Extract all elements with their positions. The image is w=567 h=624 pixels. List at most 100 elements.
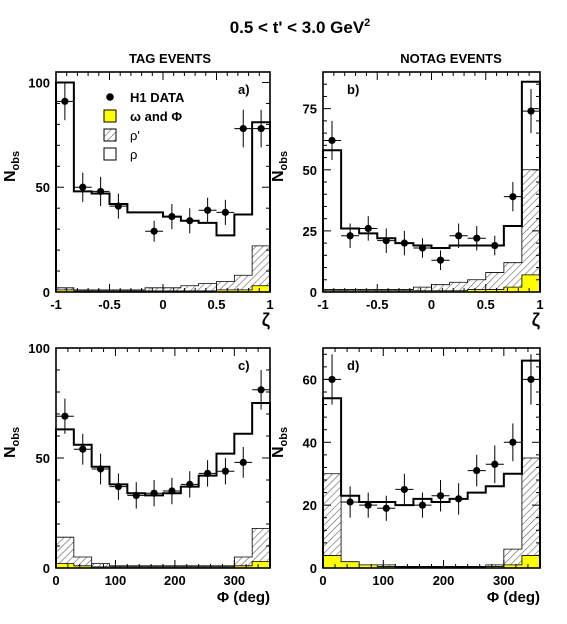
data-marker — [221, 467, 230, 475]
data-marker — [473, 234, 481, 242]
data-point — [109, 473, 128, 500]
y-axis-label: Nobs — [2, 151, 22, 182]
legend-omega-phi-swatch — [103, 109, 117, 123]
data-point — [323, 354, 342, 405]
data-point — [73, 433, 92, 465]
y-tick-label: 40 — [303, 435, 317, 450]
rho-prime-histogram — [322, 169, 541, 293]
x-tick-label: 0.5 — [207, 297, 225, 312]
y-tick-label: 0 — [43, 285, 50, 300]
data-point — [145, 220, 164, 242]
data-point — [163, 477, 181, 505]
data-point — [234, 109, 253, 148]
x-tick-label: -0.5 — [366, 297, 388, 312]
data-point — [395, 473, 414, 506]
x-tick-label: 300 — [223, 573, 245, 588]
data-point — [322, 120, 342, 160]
legend: H1 DATA ω and Φ ρ' ρ — [103, 90, 185, 162]
data-point — [91, 176, 110, 207]
data-point — [413, 238, 432, 258]
data-marker — [96, 465, 105, 473]
data-marker — [527, 375, 535, 384]
y-axis-label: Nobs — [270, 151, 290, 182]
data-marker — [382, 237, 390, 245]
legend-rho-prime-swatch — [103, 128, 117, 142]
y-tick-label: 100 — [28, 341, 50, 356]
legend-rho-prime-label: ρ' — [130, 128, 140, 143]
data-marker — [150, 227, 158, 235]
data-marker — [79, 445, 87, 453]
column-title-tag: TAG EVENTS — [129, 51, 211, 66]
data-marker — [491, 460, 499, 468]
column-title-notag: NOTAG EVENTS — [400, 51, 502, 66]
legend-data-marker — [106, 93, 114, 101]
x-axis-label: ζ — [532, 310, 540, 331]
data-point — [341, 223, 360, 248]
data-marker — [382, 504, 390, 512]
y-axis-label: Nobs — [2, 427, 22, 458]
legend-rho-label: ρ — [130, 147, 137, 162]
data-point — [216, 199, 235, 225]
y-tick-label: 20 — [303, 498, 317, 513]
data-point — [449, 483, 468, 515]
data-point — [377, 495, 396, 521]
rho-prime-histogram — [55, 245, 271, 293]
data-point — [485, 445, 504, 484]
x-tick-label: -1 — [50, 297, 62, 312]
data-point — [359, 216, 378, 241]
data-point — [449, 223, 468, 248]
data-point — [145, 480, 163, 507]
panel-label: c) — [238, 358, 250, 373]
data-marker — [328, 136, 336, 145]
data-point — [252, 370, 270, 410]
legend-rho-swatch — [103, 147, 117, 161]
data-marker — [204, 206, 212, 214]
legend-data-label: H1 DATA — [130, 90, 185, 105]
y-tick-label: 100 — [28, 75, 50, 90]
data-marker — [527, 107, 535, 115]
data-point — [467, 226, 486, 251]
panel-1: -1 -0.5 0 0.5 1 0 50 100 Nobs ζ a) — [2, 71, 274, 331]
data-marker — [418, 244, 427, 252]
y-tick-label: 50 — [36, 451, 50, 466]
x-tick-label: 0.5 — [477, 297, 495, 312]
data-point — [359, 492, 378, 518]
x-tick-label: 200 — [433, 573, 455, 588]
data-marker — [418, 501, 427, 509]
data-point — [109, 193, 128, 219]
data-marker — [509, 193, 517, 201]
y-tick-label: 50 — [303, 163, 317, 178]
x-tick-label: 300 — [493, 573, 515, 588]
data-marker — [473, 466, 481, 475]
y-tick-label: 50 — [36, 180, 50, 195]
legend-omega-phi-label: ω and Φ — [130, 109, 182, 124]
plot-frame — [55, 71, 271, 293]
data-point — [198, 460, 217, 487]
x-tick-label: 0 — [52, 573, 59, 588]
x-axis-label: Φ (deg) — [487, 589, 540, 606]
y-axis-label: Nobs — [270, 427, 290, 458]
data-marker — [346, 498, 354, 506]
data-point — [341, 486, 360, 518]
x-tick-label: 1 — [266, 297, 273, 312]
data-point — [503, 423, 522, 462]
data-marker — [257, 386, 265, 394]
data-marker — [79, 183, 87, 191]
x-tick-label: 200 — [164, 573, 186, 588]
data-marker — [114, 483, 123, 491]
x-tick-label: -1 — [317, 297, 329, 312]
data-point — [198, 197, 217, 223]
x-axis-label: ζ — [262, 310, 270, 331]
plot-frame — [322, 71, 541, 293]
panel-2: -1 -0.5 0 0.5 1 0 25 50 75 Nobs ζ b) — [270, 71, 544, 331]
data-point — [431, 480, 450, 512]
data-marker — [436, 256, 445, 264]
data-point — [503, 182, 522, 212]
data-marker — [97, 187, 105, 196]
y-tick-label: 25 — [303, 224, 317, 239]
panel-label: d) — [347, 358, 359, 373]
y-tick-label: 0 — [310, 285, 317, 300]
data-marker — [239, 458, 247, 466]
data-point — [431, 250, 450, 270]
